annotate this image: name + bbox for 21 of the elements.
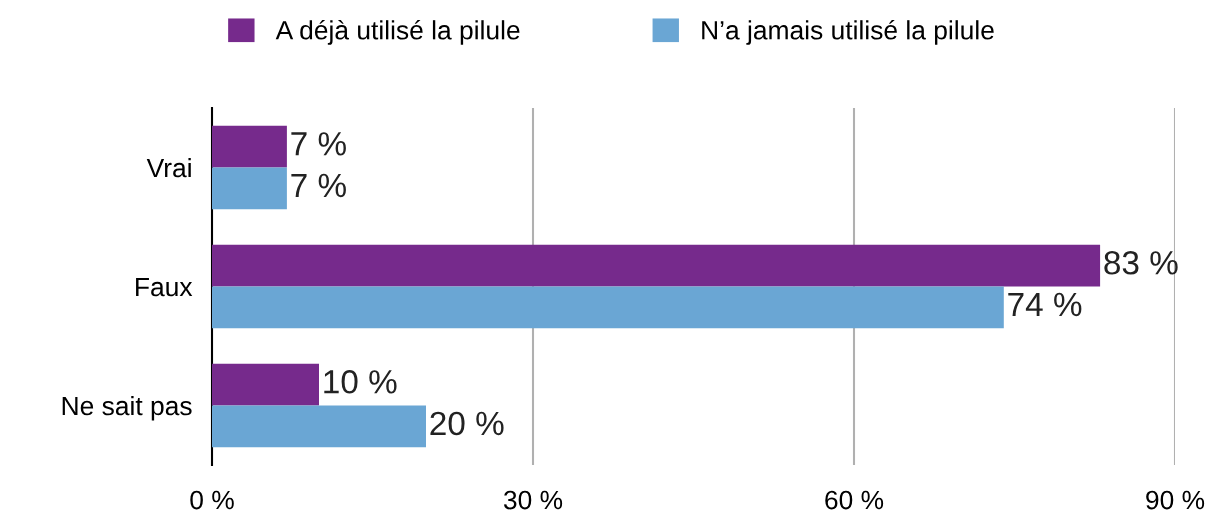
y-tick-label: Ne sait pas <box>62 395 192 421</box>
data-label: 7 % <box>291 173 346 198</box>
data-label: 20 % <box>430 411 504 436</box>
data-label: 7 % <box>291 132 346 156</box>
y-tick-label: Faux <box>136 277 193 297</box>
y-tick-label: Vrai <box>146 157 191 178</box>
x-tick-label: 90 % <box>1146 490 1205 510</box>
legend-label: A déjà utilisé la pilule <box>275 19 520 45</box>
x-tick-label: 0 % <box>190 490 234 510</box>
x-tick-label: 30 % <box>503 490 563 510</box>
bar <box>212 405 426 448</box>
bar <box>212 363 319 406</box>
bar <box>212 244 1101 287</box>
bar <box>212 125 287 168</box>
legend-label: N’a jamais utilisé la pilule <box>702 19 994 45</box>
data-label: 74 % <box>1008 292 1082 317</box>
bar <box>212 286 1004 329</box>
data-label: 10 % <box>324 370 397 394</box>
data-label: 83 % <box>1104 251 1178 275</box>
x-tick-label: 60 % <box>825 490 884 510</box>
bar <box>212 167 287 210</box>
